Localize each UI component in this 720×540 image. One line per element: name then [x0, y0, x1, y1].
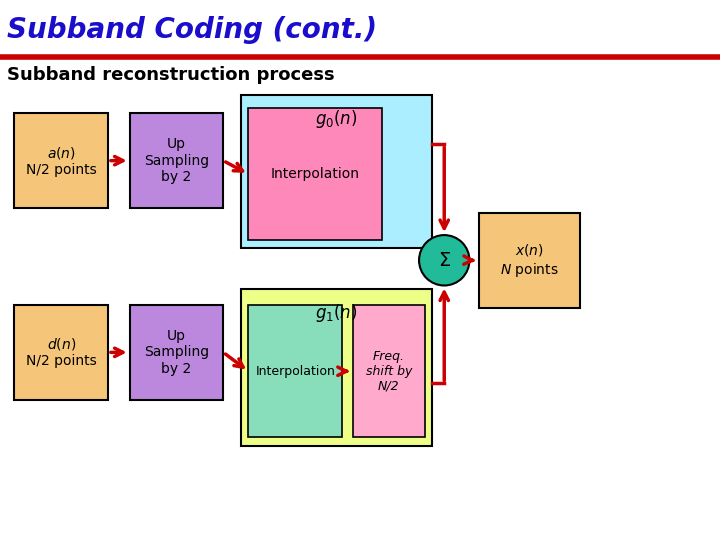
Text: Interpolation: Interpolation: [271, 167, 359, 181]
FancyBboxPatch shape: [479, 213, 580, 308]
Text: Up
Sampling
by 2: Up Sampling by 2: [144, 329, 209, 375]
Text: Subband Coding (cont.): Subband Coding (cont.): [7, 16, 377, 44]
Text: Subband reconstruction process: Subband reconstruction process: [7, 66, 335, 84]
FancyBboxPatch shape: [353, 305, 425, 437]
Text: $a(n)$
N/2 points: $a(n)$ N/2 points: [26, 145, 96, 177]
FancyBboxPatch shape: [130, 113, 223, 208]
Text: Freq.
shift by
N/2: Freq. shift by N/2: [366, 350, 412, 393]
FancyBboxPatch shape: [130, 305, 223, 400]
Text: $g_0(n)$: $g_0(n)$: [315, 108, 358, 130]
Ellipse shape: [419, 235, 469, 286]
FancyBboxPatch shape: [241, 94, 432, 248]
Text: $g_1(n)$: $g_1(n)$: [315, 302, 358, 325]
FancyBboxPatch shape: [248, 108, 382, 240]
FancyBboxPatch shape: [14, 113, 108, 208]
Text: $x(n)$
$N$ points: $x(n)$ $N$ points: [500, 242, 559, 279]
Text: Interpolation: Interpolation: [256, 364, 335, 378]
Text: $\Sigma$: $\Sigma$: [438, 251, 451, 270]
FancyBboxPatch shape: [248, 305, 342, 437]
Text: Up
Sampling
by 2: Up Sampling by 2: [144, 138, 209, 184]
Text: $d(n)$
N/2 points: $d(n)$ N/2 points: [26, 336, 96, 368]
FancyBboxPatch shape: [14, 305, 108, 400]
FancyBboxPatch shape: [241, 289, 432, 446]
